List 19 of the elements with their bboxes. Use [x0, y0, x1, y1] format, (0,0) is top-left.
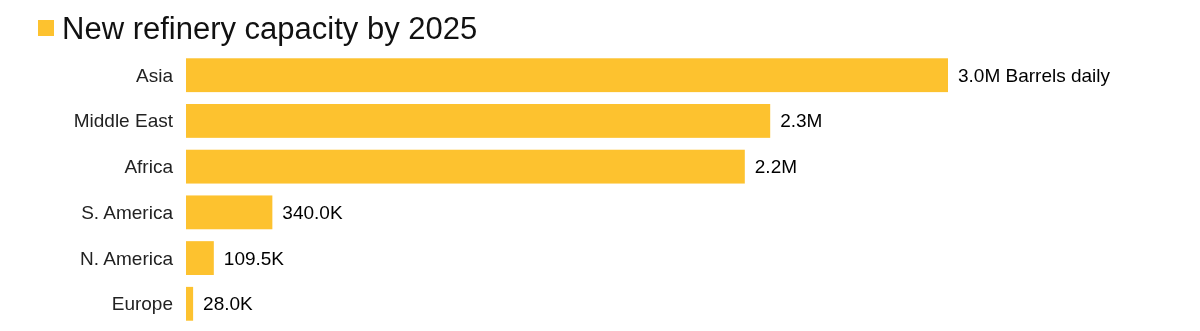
- data-label: 2.3M: [780, 110, 823, 132]
- data-label: 2.2M: [754, 156, 798, 178]
- bar: [186, 241, 214, 275]
- bar: [186, 149, 745, 184]
- data-label: 109.5K: [223, 247, 285, 269]
- bar: [186, 195, 273, 230]
- data-label: 28.0K: [203, 293, 254, 315]
- legend-label: New refinery capacity by 2025: [62, 10, 478, 46]
- y-tick-label: Africa: [124, 156, 174, 178]
- bar: [186, 58, 948, 93]
- bar: [186, 104, 771, 138]
- y-tick-label: Middle East: [73, 110, 174, 132]
- y-tick-label: S. America: [81, 201, 174, 223]
- y-tick-label: Europe: [111, 293, 173, 315]
- y-tick-label: Asia: [136, 64, 174, 86]
- data-label: 340.0K: [282, 201, 343, 223]
- bar: [186, 286, 194, 321]
- data-label: 3.0M Barrels daily: [958, 64, 1111, 86]
- y-tick-label: N. America: [80, 247, 174, 269]
